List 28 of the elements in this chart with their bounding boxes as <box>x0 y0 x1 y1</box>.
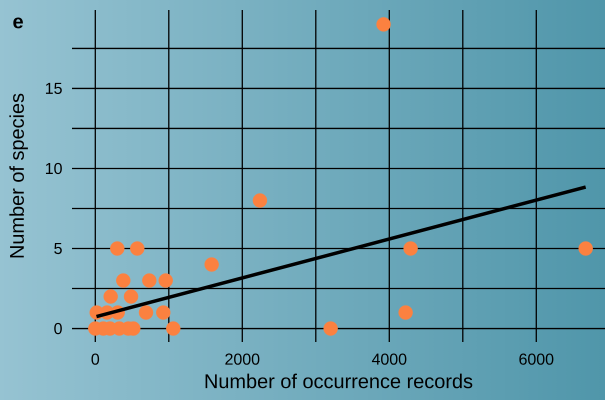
chart-title: e <box>13 18 23 28</box>
point <box>103 289 118 304</box>
x-tick-label: 2000 <box>225 354 260 365</box>
point <box>166 321 180 336</box>
y-tick-label: 15 <box>46 82 62 94</box>
y-tick-label: 0 <box>54 322 62 334</box>
point <box>138 305 154 320</box>
y-tick-label: 5 <box>54 242 62 254</box>
x-tick-label: 0 <box>91 354 100 365</box>
point <box>124 289 138 304</box>
point <box>204 257 219 272</box>
point <box>116 273 130 288</box>
point <box>323 321 338 336</box>
point <box>403 241 418 256</box>
point <box>142 273 157 288</box>
point <box>130 241 144 256</box>
x-axis-title: Number of occurrence records <box>206 374 472 388</box>
y-tick-label: 10 <box>46 162 62 174</box>
point <box>398 305 413 320</box>
point <box>158 273 173 288</box>
point <box>156 305 170 320</box>
x-tick-label: 6000 <box>519 354 554 365</box>
point <box>376 17 391 32</box>
point <box>578 241 593 256</box>
y-axis-title: Number of species <box>9 94 28 258</box>
point <box>110 241 124 256</box>
x-tick-label: 4000 <box>372 354 406 365</box>
point <box>252 193 268 208</box>
